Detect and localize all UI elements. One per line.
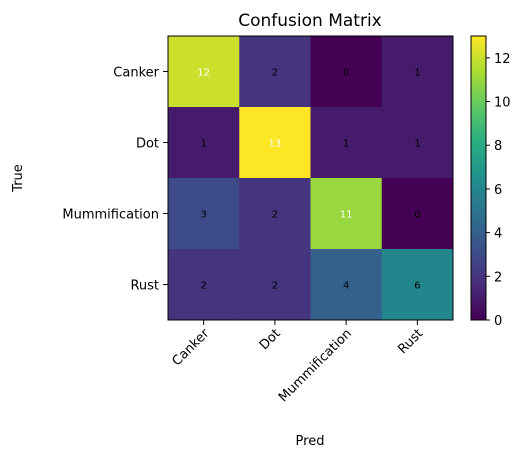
cell-value-label: 1 [200, 139, 206, 150]
x-tick-label: Mummification [276, 326, 355, 405]
cell-value-label: 3 [200, 210, 206, 221]
cell-value-label: 4 [343, 281, 349, 292]
x-tick-label: Dot [257, 326, 284, 353]
cell-value-label: 2 [272, 210, 278, 221]
plot-frame [167, 35, 454, 321]
cell-value-label: 1 [414, 68, 420, 79]
y-axis-label: True [11, 164, 26, 193]
heatmap-cell-labels: 12 2 0 11 13 1 13 2 11 02 2 4 6 [197, 68, 420, 292]
cell-value-label: 1 [343, 139, 349, 150]
heatmap-cell [168, 107, 240, 179]
heatmap-cell [310, 36, 383, 108]
cell-value-label: 1 [414, 139, 420, 150]
heatmap-cell [381, 249, 454, 321]
chart-title: Confusion Matrix [238, 11, 382, 31]
cell-value-label: 6 [414, 281, 420, 292]
colorbar-tick-label: 6 [494, 183, 502, 198]
heatmap-cell [168, 178, 240, 250]
x-axis-label: Pred [296, 434, 325, 449]
colorbar-tick-label: 4 [494, 227, 502, 242]
heatmap-cells [168, 36, 454, 321]
colorbar-ticks: 0 2 4 6 8 10 12 [486, 52, 511, 329]
colorbar-tick-label: 8 [494, 139, 502, 154]
y-tick-label: Dot [136, 137, 159, 152]
heatmap-cell [239, 107, 311, 179]
cell-value-label: 0 [414, 210, 420, 221]
x-tick-label: Canker [170, 326, 213, 369]
cell-value-label: 13 [269, 139, 282, 150]
heatmap-cell [310, 178, 383, 250]
y-axis-ticks: Canker Dot Mummification Rust [62, 66, 168, 294]
colorbar-tick-label: 2 [494, 270, 502, 285]
heatmap-cell [381, 178, 454, 250]
colorbar [470, 35, 487, 321]
colorbar-tick-label: 12 [494, 52, 511, 67]
cell-value-label: 2 [272, 68, 278, 79]
cell-value-label: 11 [340, 210, 353, 221]
x-tick-label: Rust [395, 326, 426, 357]
heatmap-cell [381, 107, 454, 179]
heatmap-cell [168, 249, 240, 321]
y-tick-label: Mummification [62, 208, 159, 223]
y-tick-label: Rust [130, 279, 159, 294]
heatmap-cell [310, 107, 383, 179]
cell-value-label: 2 [200, 281, 206, 292]
cell-value-label: 0 [343, 68, 349, 79]
heatmap-cell [168, 36, 240, 108]
colorbar-tick-label: 0 [494, 314, 502, 329]
heatmap-cell [239, 36, 311, 108]
colorbar-tick-label: 10 [494, 96, 511, 111]
heatmap-cell [239, 249, 311, 321]
heatmap-cell [381, 36, 454, 108]
cell-value-label: 2 [272, 281, 278, 292]
heatmap-cell [310, 249, 383, 321]
cell-value-label: 12 [197, 68, 210, 79]
y-tick-label: Canker [113, 66, 159, 81]
heatmap-cell [239, 178, 311, 250]
